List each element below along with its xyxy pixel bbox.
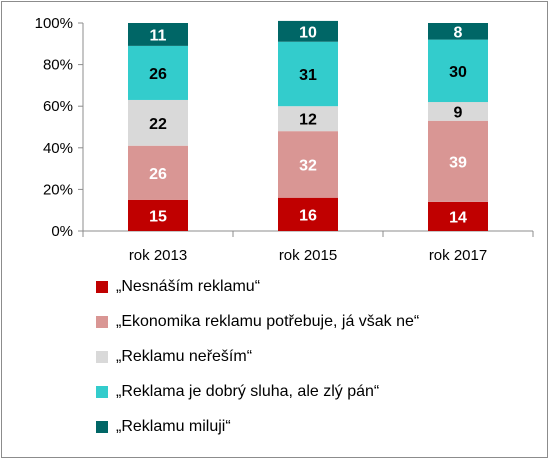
bar-segment bbox=[128, 99, 188, 146]
bar-segment bbox=[278, 197, 338, 231]
legend-swatch bbox=[96, 316, 108, 328]
data-label: 22 bbox=[149, 116, 167, 133]
data-label: 39 bbox=[449, 154, 467, 171]
bar-segment bbox=[428, 201, 488, 231]
bar-segment bbox=[428, 39, 488, 103]
data-label: 10 bbox=[299, 24, 317, 41]
data-label: 31 bbox=[299, 67, 317, 84]
y-tick-label: 60% bbox=[43, 98, 73, 115]
legend-swatch bbox=[96, 351, 108, 363]
bar-segment bbox=[128, 23, 188, 46]
legend-swatch bbox=[96, 386, 108, 398]
data-label: 32 bbox=[299, 157, 317, 174]
data-label: 15 bbox=[149, 208, 167, 225]
legend-swatch bbox=[96, 421, 108, 433]
data-label: 30 bbox=[449, 64, 467, 81]
legend-item: „Reklamu miluji“ bbox=[96, 416, 419, 438]
stacked-bar-chart: 0% 20% 40% 60% 80% 100% 15 26 22 26 11 rok 2013 16 32… bbox=[35, 15, 534, 264]
bar-segment bbox=[278, 131, 338, 198]
y-tick-label: 80% bbox=[43, 57, 73, 74]
legend-item: „Nesnáším reklamu“ bbox=[96, 276, 419, 298]
data-label: 8 bbox=[454, 24, 463, 41]
bar-segment bbox=[128, 199, 188, 231]
y-tick-label: 20% bbox=[43, 181, 73, 198]
data-label: 26 bbox=[149, 166, 167, 183]
bar-segment bbox=[428, 102, 488, 121]
x-tick-label: rok 2013 bbox=[129, 247, 187, 264]
bar-segment bbox=[428, 23, 488, 40]
legend-label: „Nesnáším reklamu“ bbox=[116, 278, 261, 295]
legend-item: „Reklama je dobrý sluha, ale zlý pán“ bbox=[96, 381, 419, 403]
legend-swatch bbox=[96, 281, 108, 293]
data-label: 26 bbox=[149, 66, 167, 83]
bar-segment bbox=[278, 41, 338, 107]
legend-label: „Reklamu neřeším“ bbox=[116, 348, 253, 365]
bar-segment bbox=[278, 106, 338, 132]
bar-segment bbox=[278, 20, 338, 42]
legend-label: „Reklama je dobrý sluha, ale zlý pán“ bbox=[116, 383, 380, 400]
bar-segment bbox=[128, 45, 188, 100]
data-label: 11 bbox=[150, 27, 167, 44]
x-tick-label: rok 2017 bbox=[429, 247, 487, 264]
data-label: 9 bbox=[454, 104, 463, 121]
data-label: 14 bbox=[449, 209, 467, 226]
legend-label: „Ekonomika reklamu potřebuje, já však ne… bbox=[116, 313, 420, 330]
legend: „Nesnáším reklamu“ „Ekonomika reklamu pot… bbox=[96, 276, 419, 451]
bar-segment bbox=[428, 120, 488, 202]
x-tick-label: rok 2015 bbox=[279, 247, 337, 264]
y-tick-label: 100% bbox=[35, 15, 73, 32]
data-label: 12 bbox=[299, 112, 317, 129]
legend-label: „Reklamu miluji“ bbox=[116, 418, 231, 435]
y-tick-label: 40% bbox=[43, 140, 73, 157]
data-label: 16 bbox=[299, 207, 317, 224]
bar-segment bbox=[128, 145, 188, 200]
y-tick-label: 0% bbox=[51, 223, 73, 240]
legend-item: „Reklamu neřeším“ bbox=[96, 346, 419, 368]
legend-item: „Ekonomika reklamu potřebuje, já však ne… bbox=[96, 311, 419, 333]
